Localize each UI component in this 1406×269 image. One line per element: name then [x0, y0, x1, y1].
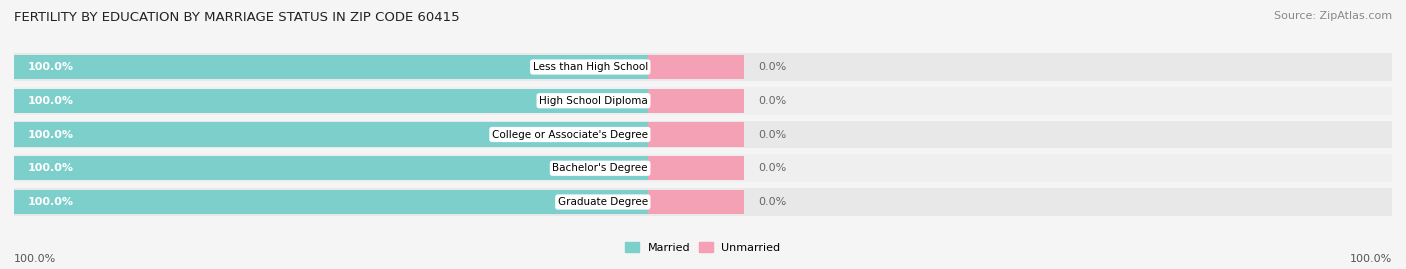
Bar [14, 121, 1392, 148]
Text: Source: ZipAtlas.com: Source: ZipAtlas.com [1274, 11, 1392, 21]
Text: 100.0%: 100.0% [1350, 254, 1392, 264]
Text: Graduate Degree: Graduate Degree [558, 197, 648, 207]
Text: 0.0%: 0.0% [758, 197, 786, 207]
Text: Less than High School: Less than High School [533, 62, 648, 72]
Text: 100.0%: 100.0% [28, 96, 75, 106]
Text: 100.0%: 100.0% [14, 254, 56, 264]
Bar [14, 156, 648, 180]
Text: 100.0%: 100.0% [28, 197, 75, 207]
Text: 0.0%: 0.0% [758, 129, 786, 140]
Text: High School Diploma: High School Diploma [538, 96, 648, 106]
Bar [648, 190, 744, 214]
Text: Bachelor's Degree: Bachelor's Degree [553, 163, 648, 173]
Bar [14, 188, 1392, 216]
Bar [648, 156, 744, 180]
Bar [648, 89, 744, 113]
Text: 100.0%: 100.0% [28, 163, 75, 173]
Bar [14, 55, 648, 79]
Bar [14, 89, 648, 113]
Bar [648, 122, 744, 147]
Text: 0.0%: 0.0% [758, 96, 786, 106]
Legend: Married, Unmarried: Married, Unmarried [626, 242, 780, 253]
Bar [14, 122, 648, 147]
Bar [14, 154, 1392, 182]
Text: 100.0%: 100.0% [28, 62, 75, 72]
Text: 0.0%: 0.0% [758, 163, 786, 173]
Bar [14, 87, 1392, 115]
Text: 0.0%: 0.0% [758, 62, 786, 72]
Text: College or Associate's Degree: College or Associate's Degree [492, 129, 648, 140]
Text: FERTILITY BY EDUCATION BY MARRIAGE STATUS IN ZIP CODE 60415: FERTILITY BY EDUCATION BY MARRIAGE STATU… [14, 11, 460, 24]
Bar [648, 55, 744, 79]
Bar [14, 53, 1392, 81]
Bar [14, 190, 648, 214]
Text: 100.0%: 100.0% [28, 129, 75, 140]
